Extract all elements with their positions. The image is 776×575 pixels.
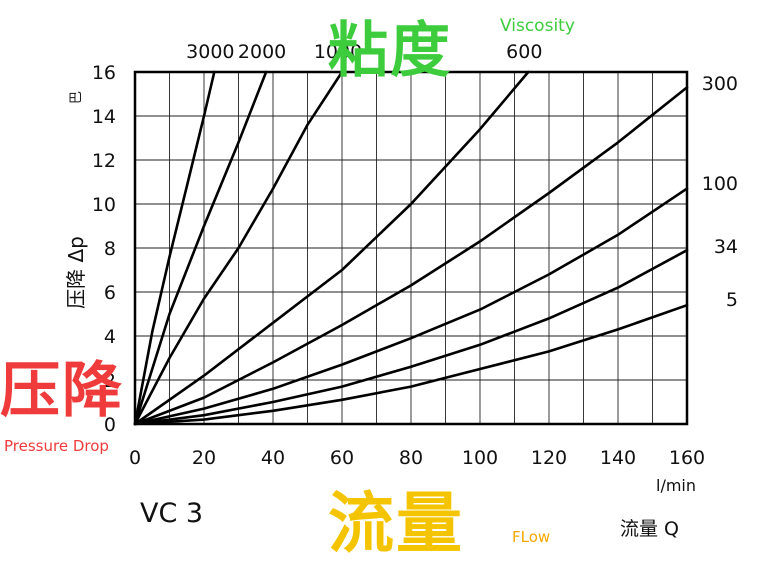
x-tick-label: 20 [192, 447, 216, 469]
series-line-5 [133, 303, 689, 426]
flow-overlay-en: FLow [512, 528, 551, 546]
x-tick-label: 60 [330, 447, 354, 469]
series-line-34 [133, 248, 689, 426]
series-line-600 [133, 70, 530, 426]
y-tick-label: 12 [92, 150, 116, 172]
series-line-3000 [133, 70, 216, 426]
series-label-300: 300 [702, 73, 738, 95]
series-label-34: 34 [714, 236, 738, 258]
model-label: VC 3 [140, 498, 204, 529]
series-label-3000: 3000 [186, 41, 234, 63]
y-tick-label: 10 [92, 194, 116, 216]
series-line-100 [133, 187, 689, 426]
y-tick-label: 8 [104, 238, 116, 260]
pressure-overlay-en: Pressure Drop [4, 437, 109, 455]
y-tick-label: 14 [92, 106, 116, 128]
y-tick-label: 16 [92, 62, 116, 84]
x-tick-label: 0 [129, 447, 141, 469]
series-label-5: 5 [726, 289, 738, 311]
series-label-2000: 2000 [238, 41, 286, 63]
series-line-2000 [133, 70, 268, 426]
y-tick-label: 6 [104, 282, 116, 304]
x-tick-label: 100 [462, 447, 498, 469]
x-tick-label: 80 [399, 447, 423, 469]
series-label-600: 600 [506, 41, 542, 63]
x-axis-label: 流量 Q [620, 518, 679, 540]
viscosity-overlay-zh: 粘度 [328, 16, 452, 86]
x-axis-unit: l/min [656, 476, 697, 495]
x-tick-label: 40 [261, 447, 285, 469]
y-tick-label: 0 [104, 414, 116, 436]
series-line-1000 [133, 70, 344, 426]
x-tick-label: 160 [669, 447, 705, 469]
series-label-100: 100 [702, 173, 738, 195]
plot-frame [133, 70, 689, 426]
x-tick-label: 140 [600, 447, 636, 469]
y-axis-unit: 巴 [69, 90, 85, 105]
pressure-overlay-zh: 压降 [0, 356, 124, 426]
y-axis-label: 压降 Δp [63, 236, 88, 309]
y-tick-label: 2 [104, 370, 116, 392]
flow-overlay-zh: 流量 [328, 485, 464, 562]
x-tick-label: 120 [531, 447, 567, 469]
series-label-1000: 1000 [314, 41, 362, 63]
viscosity-overlay-en: Viscosity [500, 16, 575, 36]
series-line-300 [133, 86, 689, 426]
y-tick-label: 4 [104, 326, 116, 348]
